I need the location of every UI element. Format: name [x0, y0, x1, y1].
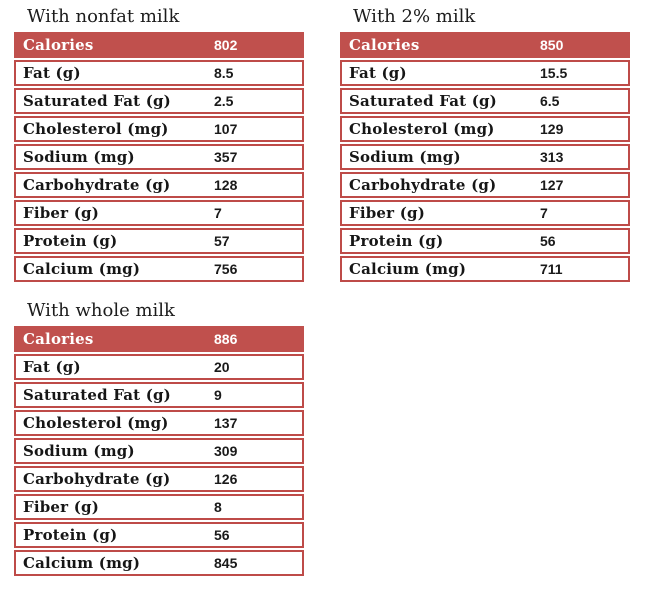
row-value: 126	[214, 471, 238, 487]
table-row: Carbohydrate (g) 128	[14, 172, 304, 198]
table-row: Calcium (mg) 845	[14, 550, 304, 576]
row-label: Saturated Fat (g)	[349, 92, 497, 110]
row-value: 845	[214, 555, 238, 571]
table-row: Fat (g) 20	[14, 354, 304, 380]
table-row: Fiber (g) 8	[14, 494, 304, 520]
table-header-row: Calories 802	[14, 32, 304, 58]
table-header-row: Calories 850	[340, 32, 630, 58]
row-label: Carbohydrate (g)	[23, 176, 171, 194]
row-label: Cholesterol (mg)	[349, 120, 495, 138]
header-label: Calories	[349, 36, 420, 54]
table-row: Fiber (g) 7	[340, 200, 630, 226]
nutrition-table-2pct: Calories 850 Fat (g) 15.5 Saturated Fat …	[340, 32, 630, 282]
row-label: Sodium (mg)	[23, 148, 135, 166]
table-row: Sodium (mg) 357	[14, 144, 304, 170]
table-title-whole: With whole milk	[27, 300, 175, 321]
table-row: Fat (g) 15.5	[340, 60, 630, 86]
nutrition-table-block-2pct: With 2% milk Calories 850 Fat (g) 15.5 S…	[340, 5, 630, 284]
table-title-nonfat: With nonfat milk	[27, 6, 180, 27]
row-label: Saturated Fat (g)	[23, 386, 171, 404]
row-label: Sodium (mg)	[349, 148, 461, 166]
row-value: 56	[214, 527, 230, 543]
row-label: Fat (g)	[349, 64, 407, 82]
table-title-2pct: With 2% milk	[353, 6, 476, 27]
row-value: 6.5	[540, 93, 560, 109]
table-row: Protein (g) 56	[14, 522, 304, 548]
row-value: 137	[214, 415, 238, 431]
row-label: Calcium (mg)	[349, 260, 467, 278]
table-row: Saturated Fat (g) 9	[14, 382, 304, 408]
row-value: 357	[214, 149, 238, 165]
table-row: Sodium (mg) 313	[340, 144, 630, 170]
table-row: Fiber (g) 7	[14, 200, 304, 226]
table-row: Calcium (mg) 756	[14, 256, 304, 282]
row-value: 128	[214, 177, 238, 193]
row-label: Protein (g)	[349, 232, 444, 250]
header-label: Calories	[23, 36, 94, 54]
row-label: Fiber (g)	[23, 204, 99, 222]
row-value: 56	[540, 233, 556, 249]
row-value: 8.5	[214, 65, 234, 81]
table-header-row: Calories 886	[14, 326, 304, 352]
table-row: Carbohydrate (g) 126	[14, 466, 304, 492]
row-label: Fat (g)	[23, 64, 81, 82]
row-value: 7	[540, 205, 548, 221]
row-value: 756	[214, 261, 238, 277]
row-value: 8	[214, 499, 222, 515]
table-row: Fat (g) 8.5	[14, 60, 304, 86]
row-value: 15.5	[540, 65, 568, 81]
row-label: Fiber (g)	[23, 498, 99, 516]
row-label: Sodium (mg)	[23, 442, 135, 460]
row-value: 313	[540, 149, 564, 165]
nutrition-table-whole: Calories 886 Fat (g) 20 Saturated Fat (g…	[14, 326, 304, 576]
header-value: 802	[214, 37, 238, 53]
row-label: Carbohydrate (g)	[23, 470, 171, 488]
row-label: Cholesterol (mg)	[23, 414, 169, 432]
header-label: Calories	[23, 330, 94, 348]
row-value: 129	[540, 121, 564, 137]
table-row: Saturated Fat (g) 2.5	[14, 88, 304, 114]
row-value: 9	[214, 387, 222, 403]
header-value: 886	[214, 331, 238, 347]
table-row: Cholesterol (mg) 107	[14, 116, 304, 142]
row-value: 309	[214, 443, 238, 459]
row-value: 2.5	[214, 93, 234, 109]
row-value: 711	[540, 261, 563, 277]
nutrition-table-block-whole: With whole milk Calories 886 Fat (g) 20 …	[14, 299, 304, 578]
table-row: Carbohydrate (g) 127	[340, 172, 630, 198]
table-row: Cholesterol (mg) 137	[14, 410, 304, 436]
row-label: Calcium (mg)	[23, 260, 141, 278]
row-value: 127	[540, 177, 564, 193]
row-label: Fiber (g)	[349, 204, 425, 222]
row-label: Protein (g)	[23, 526, 118, 544]
row-label: Saturated Fat (g)	[23, 92, 171, 110]
table-row: Sodium (mg) 309	[14, 438, 304, 464]
nutrition-table-block-nonfat: With nonfat milk Calories 802 Fat (g) 8.…	[14, 5, 304, 284]
row-label: Cholesterol (mg)	[23, 120, 169, 138]
row-value: 57	[214, 233, 230, 249]
row-label: Fat (g)	[23, 358, 81, 376]
table-row: Protein (g) 57	[14, 228, 304, 254]
table-row: Protein (g) 56	[340, 228, 630, 254]
row-value: 20	[214, 359, 230, 375]
table-row: Calcium (mg) 711	[340, 256, 630, 282]
row-label: Carbohydrate (g)	[349, 176, 497, 194]
nutrition-table-nonfat: Calories 802 Fat (g) 8.5 Saturated Fat (…	[14, 32, 304, 282]
table-row: Saturated Fat (g) 6.5	[340, 88, 630, 114]
row-value: 7	[214, 205, 222, 221]
header-value: 850	[540, 37, 564, 53]
row-label: Protein (g)	[23, 232, 118, 250]
table-row: Cholesterol (mg) 129	[340, 116, 630, 142]
row-label: Calcium (mg)	[23, 554, 141, 572]
row-value: 107	[214, 121, 238, 137]
